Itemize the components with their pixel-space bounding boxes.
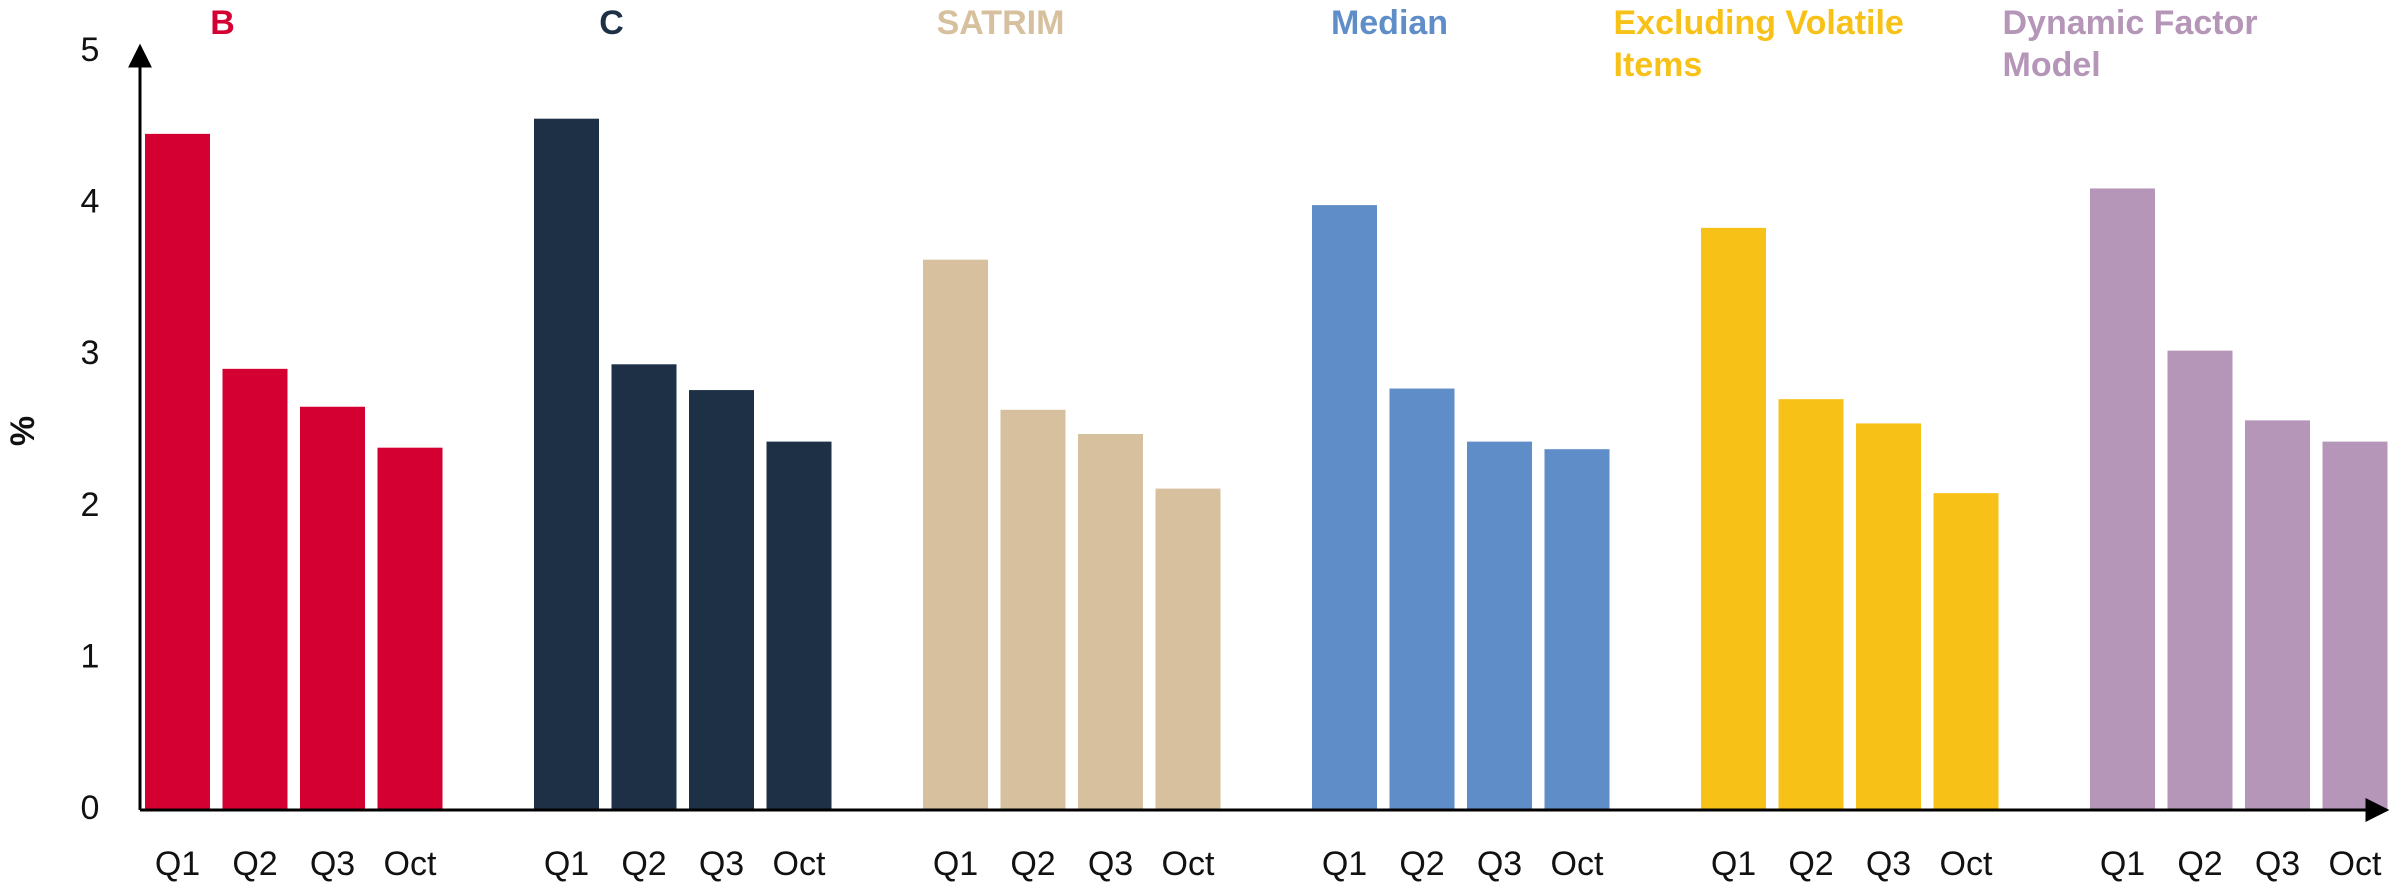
bar — [689, 390, 754, 810]
x-tick-label: Q1 — [1322, 845, 1367, 883]
x-tick-label: Q2 — [1010, 845, 1055, 883]
x-tick-label: Oct — [384, 845, 437, 883]
bar — [1155, 488, 1221, 810]
group-title: Excluding Volatile Items — [1613, 4, 1904, 84]
x-tick-label: Oct — [1162, 845, 1215, 883]
x-tick-label: Oct — [773, 845, 826, 883]
bar — [300, 406, 365, 810]
x-tick-label: Q3 — [1866, 845, 1911, 883]
bar — [534, 118, 599, 811]
group-title: SATRIM — [936, 4, 1065, 42]
y-tick-label: 2 — [81, 486, 100, 524]
x-tick-label: Q1 — [155, 845, 200, 883]
bar — [1000, 409, 1066, 810]
x-tick-label: Oct — [1551, 845, 1604, 883]
x-tick-label: Oct — [1940, 845, 1993, 883]
y-tick-label: 0 — [81, 789, 100, 827]
x-tick-label: Q3 — [1088, 845, 1133, 883]
bar — [923, 259, 988, 810]
bar — [145, 133, 210, 810]
bar — [766, 441, 832, 810]
x-tick-label: Q3 — [2255, 845, 2300, 883]
bar — [1389, 388, 1455, 810]
bar — [377, 447, 443, 810]
bar — [222, 368, 288, 810]
x-tick-label: Oct — [2329, 845, 2382, 883]
group-title: C — [599, 4, 624, 42]
x-tick-label: Q3 — [1477, 845, 1522, 883]
y-tick-label: 3 — [81, 334, 100, 372]
x-tick-label: Q1 — [1711, 845, 1756, 883]
bar — [2090, 188, 2155, 810]
bar — [1856, 423, 1921, 810]
y-tick-label: 4 — [81, 183, 100, 221]
bar — [1778, 399, 1844, 810]
x-tick-label: Q1 — [544, 845, 589, 883]
bar — [1544, 449, 1610, 810]
bar — [2167, 350, 2233, 810]
x-tick-label: Q3 — [310, 845, 355, 883]
bar — [1312, 205, 1377, 811]
group-title: Median — [1330, 4, 1449, 42]
x-tick-label: Q2 — [1788, 845, 1833, 883]
y-axis-label: % — [4, 416, 42, 446]
y-tick-label: 5 — [81, 31, 100, 69]
bar — [611, 364, 677, 810]
bar — [1933, 493, 1999, 810]
y-tick-label: 1 — [81, 637, 100, 675]
x-tick-label: Q1 — [933, 845, 978, 883]
x-tick-label: Q3 — [699, 845, 744, 883]
x-tick-label: Q2 — [1399, 845, 1444, 883]
group-title: B — [210, 4, 235, 42]
group-title: Dynamic Factor Model — [2002, 4, 2258, 84]
x-tick-label: Q1 — [2100, 845, 2145, 883]
x-tick-label: Q2 — [2177, 845, 2222, 883]
bar — [2245, 420, 2310, 810]
bar — [1467, 441, 1532, 810]
x-tick-label: Q2 — [232, 845, 277, 883]
x-tick-label: Q2 — [621, 845, 666, 883]
bar — [1078, 434, 1143, 810]
bar — [1701, 227, 1766, 810]
bar — [2322, 441, 2388, 810]
